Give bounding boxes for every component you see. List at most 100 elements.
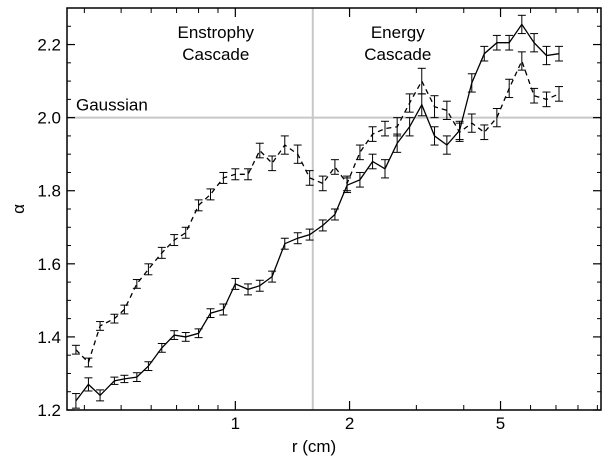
series-1-errorbar — [330, 208, 339, 221]
series-2-errorbar — [157, 246, 166, 259]
series-1-errorbar — [157, 342, 166, 353]
series-1-errorbar — [442, 135, 451, 155]
series-2-errorbar — [530, 87, 539, 104]
series-1-errorbar — [194, 328, 203, 339]
y-tick-label: 1.2 — [37, 401, 61, 420]
series-1-errorbar — [293, 232, 302, 245]
series-2-errorbar — [480, 124, 489, 141]
y-axis-title: α — [9, 204, 28, 214]
series-2-errorbar — [430, 95, 439, 119]
series-2-errorbar — [244, 168, 253, 181]
series-1-errorbar — [517, 14, 526, 35]
series-1-errorbar — [492, 34, 501, 51]
series-1-errorbar — [268, 270, 277, 283]
x-tick-label: 5 — [496, 414, 505, 433]
series-1-errorbar — [231, 277, 240, 290]
series-2-errorbar — [318, 175, 327, 192]
series-2-errorbar — [555, 86, 564, 102]
series-1-errorbar — [206, 308, 215, 319]
series-2-errorbar — [467, 113, 476, 133]
series-2-errorbar — [71, 344, 80, 355]
series-2-errorbar — [219, 171, 228, 184]
series-1-errorbar — [255, 279, 264, 292]
series-2-errorbar — [505, 78, 514, 99]
series-2-errorbar — [330, 159, 339, 175]
series-2-errorbar — [120, 304, 129, 315]
axes-layer — [66, 7, 602, 411]
series-1-errorbar — [467, 73, 476, 93]
series-2-errorbar — [380, 120, 389, 137]
series-2-errorbar — [144, 263, 153, 276]
series-1 — [71, 14, 564, 409]
series-1-line — [75, 23, 560, 402]
series-2-errorbar — [181, 226, 190, 239]
series-2-errorbar — [84, 357, 93, 368]
series-2-errorbar — [231, 168, 240, 181]
series-2-errorbar — [393, 117, 402, 137]
series-2-errorbar — [96, 321, 105, 331]
series-2-errorbar — [368, 126, 377, 142]
energy-cascade-label: Cascade — [364, 45, 431, 64]
series-2-errorbar — [132, 279, 141, 289]
series-2-errorbar — [293, 144, 302, 164]
series-1-errorbar — [181, 332, 190, 342]
x-axis-title: r (cm) — [292, 437, 336, 456]
series-2-errorbar — [305, 170, 314, 186]
y-tick-label: 1.4 — [37, 328, 61, 347]
series-2-errorbar — [455, 122, 464, 142]
series-1-errorbar — [132, 372, 141, 382]
series-2-errorbar — [517, 51, 526, 71]
y-tick-label: 1.6 — [37, 255, 61, 274]
series-1-errorbar — [542, 45, 551, 66]
y-tick-label: 2.0 — [37, 109, 61, 128]
series-1-errorbar — [405, 117, 414, 137]
series-2-errorbar — [343, 175, 352, 192]
series-2-errorbar — [206, 188, 215, 201]
series-2-errorbar — [542, 91, 551, 108]
series-1-errorbar — [530, 33, 539, 53]
series-2-errorbar — [442, 100, 451, 120]
series-1-errorbar — [505, 34, 514, 51]
series-1-errorbar — [430, 126, 439, 146]
series-1-errorbar — [170, 330, 179, 340]
series-2-errorbar — [355, 144, 364, 161]
series-1-errorbar — [144, 361, 153, 372]
series-1-errorbar — [110, 376, 119, 385]
series-1-errorbar — [120, 374, 129, 384]
text-layer: 1.2 1.4 1.6 1.8 2.0 2.2 1 2 5 r (cm) α Gaussian Enst… — [9, 23, 505, 456]
enstrophy-cascade-label: Cascade — [182, 45, 249, 64]
series-1-errorbar — [380, 159, 389, 179]
series-1-errorbar — [96, 389, 105, 402]
series-1-errorbar — [555, 45, 564, 62]
series-2-errorbar — [170, 234, 179, 247]
series-1-errorbar — [305, 228, 314, 241]
y-tick-label: 1.8 — [37, 182, 61, 201]
enstrophy-cascade-label: Enstrophy — [178, 23, 255, 42]
reference-lines — [67, 8, 601, 410]
series-2-errorbar — [255, 142, 264, 159]
series-1-errorbar — [71, 393, 80, 409]
series-1-errorbar — [219, 303, 228, 316]
series-2-errorbar — [492, 108, 501, 128]
gaussian-label: Gaussian — [76, 96, 148, 115]
series-2-errorbar — [194, 199, 203, 212]
series-2 — [71, 51, 564, 368]
energy-cascade-label: Energy — [371, 23, 425, 42]
series-layer — [71, 14, 564, 409]
series-2-errorbar — [110, 313, 119, 324]
series-1-errorbar — [318, 219, 327, 232]
x-tick-label: 1 — [231, 414, 240, 433]
series-2-errorbar — [268, 155, 277, 172]
series-1-errorbar — [280, 237, 289, 250]
series-1-errorbar — [480, 45, 489, 62]
series-2-errorbar — [405, 93, 414, 113]
series-1-errorbar — [244, 283, 253, 296]
series-2-errorbar — [280, 135, 289, 155]
series-2-errorbar — [417, 67, 426, 95]
series-2-line — [75, 59, 560, 364]
series-1-errorbar — [355, 171, 364, 188]
x-tick-label: 2 — [345, 414, 354, 433]
series-1-errorbar — [368, 153, 377, 170]
